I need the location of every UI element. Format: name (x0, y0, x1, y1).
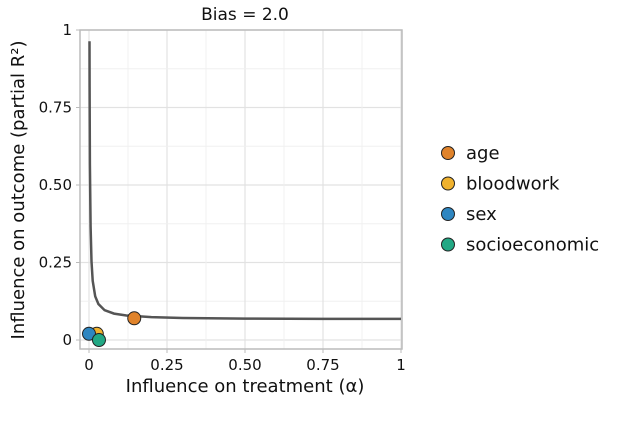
legend-label-bloodwork: bloodwork (466, 174, 560, 195)
grid (80, 29, 402, 349)
legend-marker-socioeconomic (441, 237, 455, 252)
x-tick-label: 0.75 (306, 356, 339, 374)
y-tick-label: 0.50 (39, 176, 72, 194)
legend: age bloodwork sex socioeconomic (441, 143, 599, 256)
x-axis-label: Influence on treatment (α) (126, 376, 365, 397)
legend-marker-sex (441, 207, 455, 221)
y-axis-label: Influence on outcome (partial R²) (8, 41, 29, 340)
bias-curve (88, 41, 401, 321)
legend-marker-age (441, 146, 455, 160)
x-tick-label: 0.25 (150, 356, 183, 374)
point-age (127, 311, 142, 326)
legend-marker-bloodwork (441, 176, 455, 191)
y-tick-label: 1 (62, 21, 72, 39)
x-tick-label: 1 (396, 356, 406, 374)
x-tick-label: 0.50 (228, 356, 261, 374)
point-socioeconomic (91, 333, 106, 347)
legend-label-age: age (466, 143, 500, 164)
y-tick-label: 0 (62, 331, 72, 349)
ticks: 0 0.25 0.50 0.75 1 0 0.25 0.50 0.75 1 (39, 21, 406, 374)
chart-title: Bias = 2.0 (201, 5, 289, 25)
plot-frame (79, 29, 403, 350)
x-tick-label: 0 (84, 356, 94, 374)
y-tick-label: 0.75 (39, 99, 72, 117)
points (82, 311, 142, 347)
legend-label-sex: sex (466, 204, 497, 225)
y-tick-label: 0.25 (39, 254, 72, 272)
legend-label-socioeconomic: socioeconomic (466, 235, 599, 256)
point-sex (82, 326, 96, 341)
